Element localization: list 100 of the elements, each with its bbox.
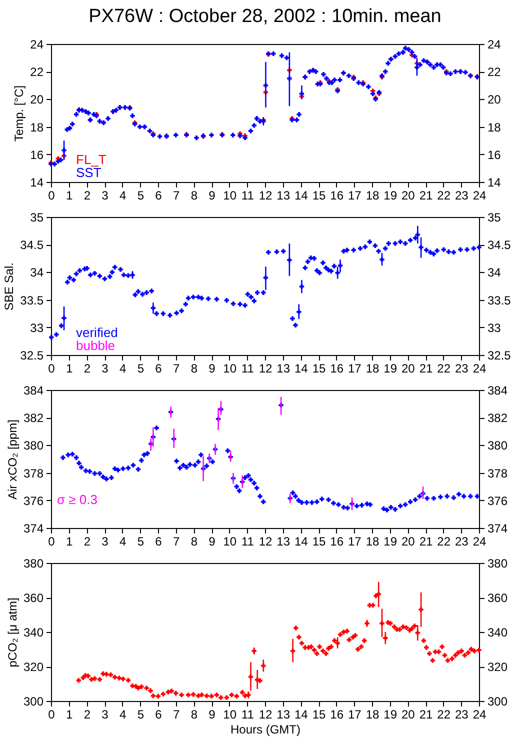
x-tick-label: 21 [419,188,433,202]
x-tick-label: 5 [137,362,144,376]
y2-tick-label: 380 [488,438,508,453]
x-tick-label: 12 [258,362,272,376]
y-tick-label: 16 [30,148,44,162]
y-tick-label: 18 [30,120,44,134]
x-tick-label: 18 [366,534,380,548]
y2-tick-label: 16 [488,148,502,162]
y-tick-label: 34 [30,266,44,280]
y-tick-label: 378 [23,466,44,480]
x-tick-label: 15 [312,534,326,548]
x-tick-label: 18 [366,708,380,722]
y-tick-label: 22 [30,65,44,80]
x-tick-label: 19 [384,188,398,202]
y-tick-label: 20 [30,92,44,107]
y2-tick-label: 378 [488,466,508,480]
x-tick-label: 9 [208,708,216,722]
x-tick-label: 14 [294,188,308,202]
x-tick-label: 0 [48,534,56,548]
x-tick-label: 13 [276,362,290,376]
y2-tick-label: 32.5 [488,348,512,362]
y2-tick-label: 34.5 [488,238,512,252]
x-tick-label: 22 [437,708,451,722]
x-tick-label: 2 [84,534,91,548]
x-tick-label: 6 [155,534,162,548]
x-tick-label: 20 [401,708,416,722]
x-tick-label: 5 [137,188,144,202]
series-label: FL_T [76,152,106,167]
y-tick-label: 340 [23,626,44,640]
x-tick-label: 7 [172,534,180,548]
x-tick-label: 11 [241,362,254,376]
y-tick-label: 300 [23,694,44,708]
x-tick-label: 8 [190,534,198,548]
x-tick-label: 20 [401,362,416,376]
x-tick-label: 0 [48,188,56,202]
y-tick-label: 360 [23,591,44,605]
x-tick-label: 19 [384,708,398,722]
x-tick-label: 23 [454,188,469,202]
x-tick-label: 14 [294,362,308,376]
x-tick-label: 23 [454,708,469,722]
x-tick-label: 9 [208,534,216,548]
y2-tick-label: 34 [488,266,502,280]
y-tick-label: 374 [23,522,44,536]
y-tick-label: 24 [30,38,44,52]
x-tick-label: 3 [102,188,109,202]
x-tick-label: 2 [84,362,91,376]
x-tick-label: 7 [172,188,180,202]
x-tick-label: 9 [208,188,216,202]
y-tick-label: 376 [23,494,44,508]
x-tick-label: 11 [241,534,254,548]
x-tick-label: 13 [276,188,290,202]
y-axis-title: pCO₂ [μ atm] [5,598,20,668]
x-tick-label: 16 [330,708,344,722]
x-tick-label: 2 [84,188,91,202]
y2-tick-label: 14 [488,176,502,190]
x-tick-label: 15 [312,362,326,376]
x-tick-label: 23 [454,534,469,548]
x-tick-label: 1 [66,188,73,202]
y-tick-label: 382 [23,411,44,426]
y2-tick-label: 33 [488,320,502,335]
annotation: σ ≥ 0.3 [57,492,98,507]
x-tick-label: 4 [119,362,126,376]
x-tick-label: 10 [223,708,237,722]
x-tick-label: 17 [348,188,362,202]
x-tick-label: 24 [472,362,486,376]
x-tick-label: 21 [419,534,433,548]
x-tick-label: 14 [294,708,308,722]
x-tick-label: 3 [102,708,109,722]
x-tick-label: 9 [208,362,216,376]
x-tick-label: 2 [84,708,91,722]
x-tick-label: 4 [119,708,126,722]
y2-tick-label: 384 [488,384,508,398]
x-tick-label: 4 [119,534,126,548]
x-tick-label: 8 [190,708,198,722]
x-tick-label: 8 [190,188,198,202]
x-tick-label: 3 [102,362,109,376]
x-tick-label: 4 [119,188,126,202]
x-tick-label: 12 [258,534,272,548]
y2-tick-label: 35 [488,210,502,224]
y2-tick-label: 360 [488,591,508,605]
x-tick-label: 17 [348,708,362,722]
chart-title: PX76W : October 28, 2002 : 10min. mean [88,6,442,27]
x-tick-label: 17 [348,362,362,376]
x-tick-label: 10 [223,362,237,376]
x-tick-label: 19 [384,534,398,548]
y2-tick-label: 18 [488,120,502,134]
x-tick-label: 22 [437,188,451,202]
y-axis-title: SBE Sal. [2,262,16,311]
x-tick-label: 1 [66,708,73,722]
legend-label: bubble [76,338,116,353]
x-tick-label: 18 [366,188,380,202]
x-tick-label: 6 [155,188,162,202]
y2-tick-label: 20 [488,92,502,107]
x-tick-label: 13 [276,534,290,548]
x-tick-label: 16 [330,362,344,376]
x-tick-label: 19 [384,362,398,376]
y-axis-title: Air xCO₂ [ppm] [5,419,20,500]
y-tick-label: 33.5 [20,293,44,308]
y-tick-label: 33 [30,320,44,335]
x-tick-label: 12 [258,708,272,722]
